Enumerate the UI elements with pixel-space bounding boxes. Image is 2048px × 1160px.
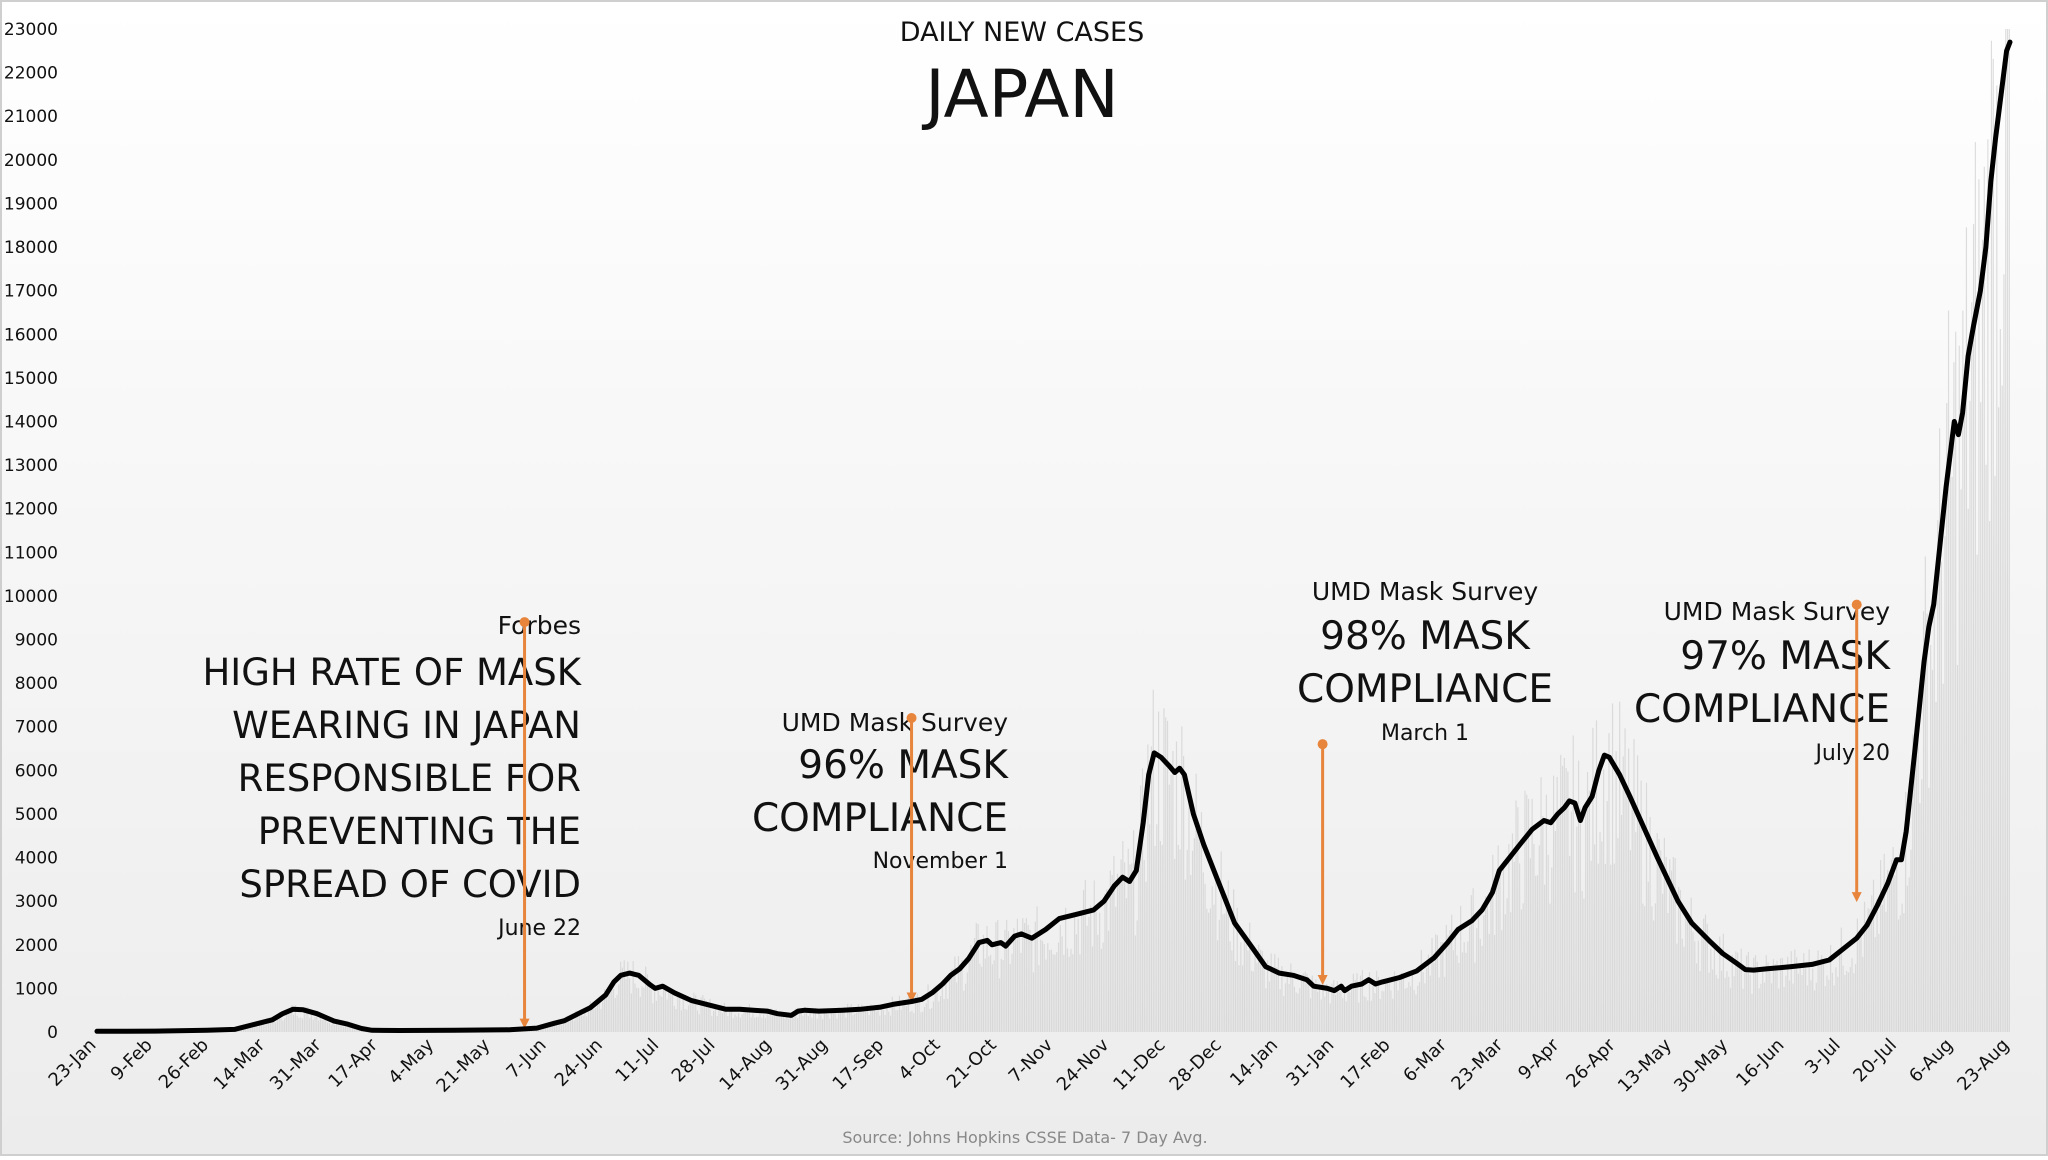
- annotation-headline: COMPLIANCE: [752, 796, 1008, 841]
- annotation-headline: SPREAD OF COVID: [239, 863, 581, 906]
- annotation-marker-arrow: [1851, 892, 1862, 903]
- y-tick-label: 6000: [15, 761, 58, 781]
- annotation-headline: 97% MASK: [1680, 634, 1891, 679]
- chart-subtitle: DAILY NEW CASES: [900, 17, 1144, 48]
- y-tick-label: 4000: [15, 849, 58, 869]
- y-tick-label: 11000: [4, 543, 58, 563]
- y-tick-label: 5000: [15, 805, 58, 825]
- annotation: UMD Mask Survey 98% MASK COMPLIANCE March 1: [1297, 577, 1553, 986]
- y-tick-label: 17000: [4, 282, 58, 302]
- annotation-marker-arrow: [1317, 975, 1328, 986]
- y-tick-label: 2000: [15, 936, 58, 956]
- y-tick-label: 10000: [4, 587, 58, 607]
- y-tick-label: 13000: [4, 456, 58, 476]
- annotation-headline: 96% MASK: [798, 743, 1009, 788]
- annotation-marker-arrow: [519, 1018, 530, 1029]
- annotation-date: March 1: [1381, 721, 1469, 746]
- daily-bars: [96, 29, 2010, 1032]
- y-tick-label: 15000: [4, 369, 58, 389]
- annotation-marker-dot: [519, 617, 530, 628]
- y-tick-label: 22000: [4, 64, 58, 84]
- annotation-marker-arrow: [906, 992, 917, 1003]
- y-tick-label: 9000: [15, 631, 58, 651]
- annotation-source: UMD Mask Survey: [1312, 577, 1539, 606]
- y-tick-label: 16000: [4, 325, 58, 345]
- annotation-headline: PREVENTING THE: [258, 810, 581, 853]
- annotation-source: UMD Mask Survey: [782, 708, 1009, 737]
- annotation-marker-dot: [906, 713, 917, 724]
- annotation-date: June 22: [496, 916, 581, 941]
- annotation: UMD Mask Survey 97% MASK COMPLIANCE July 20: [1634, 597, 1891, 903]
- annotation-headline: 98% MASK: [1320, 614, 1531, 659]
- y-tick-label: 12000: [4, 500, 58, 520]
- y-tick-label: 20000: [4, 151, 58, 171]
- annotation-headline: HIGH RATE OF MASK: [202, 651, 582, 694]
- y-tick-label: 23000: [4, 20, 58, 40]
- y-tick-label: 0: [47, 1023, 58, 1043]
- annotation-headline: COMPLIANCE: [1297, 667, 1553, 712]
- y-axis: 0 1000 2000 3000 4000 5000 6000 7000 8000 9000 100…: [4, 20, 58, 1043]
- series-line-daily-cases: [94, 39, 2013, 1034]
- annotation-date: July 20: [1813, 741, 1890, 766]
- y-tick-label: 21000: [4, 107, 58, 127]
- y-tick-label: 19000: [4, 194, 58, 214]
- annotation: UMD Mask Survey 96% MASK COMPLIANCE Novembe…: [752, 708, 1009, 1003]
- y-tick-label: 3000: [15, 892, 58, 912]
- annotation-headline: RESPONSIBLE FOR: [238, 757, 581, 800]
- annotation: Forbes HIGH RATE OF MASK WEARING IN JAPAN R…: [202, 611, 583, 1029]
- chart-title: JAPAN: [921, 56, 1119, 133]
- y-tick-label: 1000: [15, 979, 58, 999]
- annotation-marker-dot: [1851, 599, 1862, 610]
- y-tick-label: 7000: [15, 718, 58, 738]
- y-tick-label: 14000: [4, 412, 58, 432]
- annotation-date: November 1: [873, 849, 1008, 874]
- annotation-headline: WEARING IN JAPAN: [232, 704, 581, 747]
- annotation-source: Forbes: [498, 611, 581, 640]
- annotation-source: UMD Mask Survey: [1664, 597, 1891, 626]
- annotation-headline: COMPLIANCE: [1634, 687, 1890, 732]
- source-note: Source: Johns Hopkins CSSE Data- 7 Day A…: [842, 1128, 1207, 1147]
- y-tick-label: 18000: [4, 238, 58, 258]
- annotation-marker-dot: [1317, 739, 1328, 750]
- annotations: Forbes HIGH RATE OF MASK WEARING IN JAPAN R…: [202, 577, 1891, 1029]
- y-tick-label: 8000: [15, 674, 58, 694]
